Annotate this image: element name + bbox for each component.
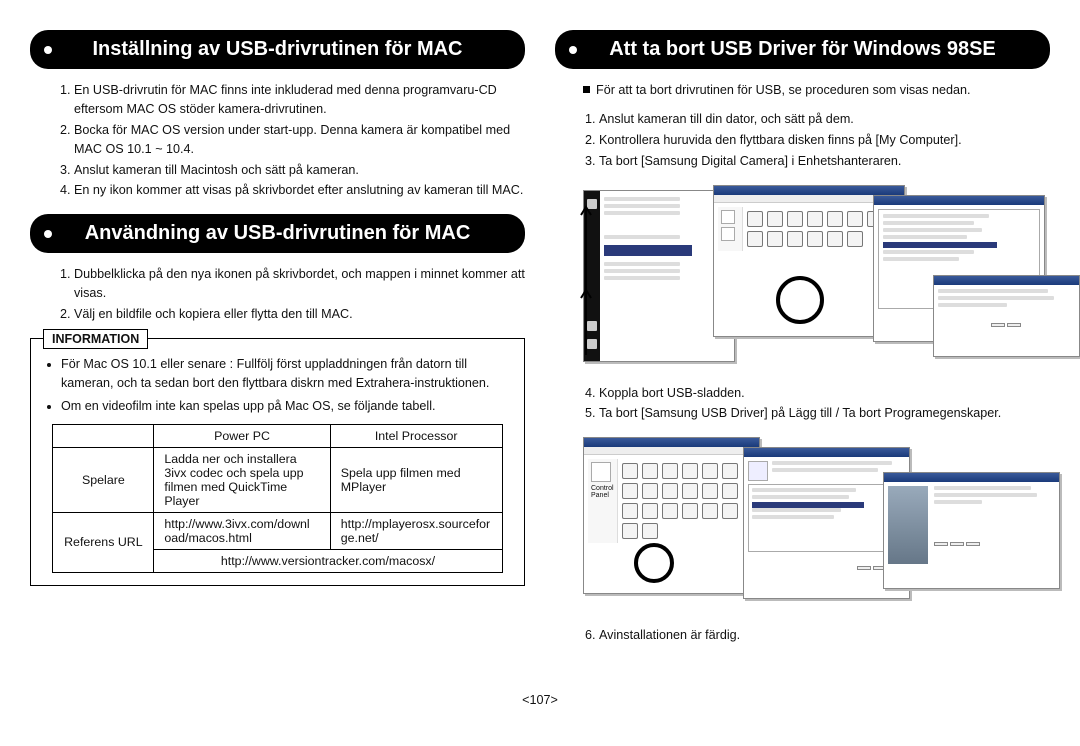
screenshot-group-1 <box>583 185 1050 370</box>
confirm-dialog-window <box>933 275 1080 357</box>
step: Bocka för MAC OS version under start-upp… <box>74 121 525 159</box>
td-url-label: Referens URL <box>53 512 154 572</box>
mac-install-steps: En USB-drivrutin för MAC finns inte inkl… <box>30 81 525 200</box>
th-intel: Intel Processor <box>330 424 502 447</box>
step: Anslut kameran till din dator, och sätt … <box>599 110 1050 129</box>
information-bullets: För Mac OS 10.1 eller senare : Fullfölj … <box>43 355 512 416</box>
win98-steps-a: Anslut kameran till din dator, och sätt … <box>555 110 1050 171</box>
manual-page: Inställning av USB-drivrutinen för MAC E… <box>0 0 1080 689</box>
step: Anslut kameran till Macintosh och sätt p… <box>74 161 525 180</box>
step: Välj en bildfile och kopiera eller flytt… <box>74 305 525 324</box>
step: Ta bort [Samsung USB Driver] på Lägg til… <box>599 404 1050 423</box>
td-intel-player: Spela upp filmen med MPlayer <box>330 447 502 512</box>
win98-steps-c: Avinstallationen är färdig. <box>555 626 1050 645</box>
control-panel-window: ControlPanel <box>583 437 760 594</box>
bullet-square-icon <box>583 86 590 93</box>
highlight-circle-icon <box>634 543 674 583</box>
step: Kontrollera huruvida den flyttbara diske… <box>599 131 1050 150</box>
heading-mac-install: Inställning av USB-drivrutinen för MAC <box>30 30 525 69</box>
step: Koppla bort USB-sladden. <box>599 384 1050 403</box>
uninstall-wizard-window <box>883 472 1060 589</box>
td-url-power: http://www.3ivx.com/downl oad/macos.html <box>154 512 330 549</box>
information-box: INFORMATION För Mac OS 10.1 eller senare… <box>30 338 525 586</box>
win98-intro: För att ta bort drivrutinen för USB, se … <box>583 81 1050 100</box>
step: Avinstallationen är färdig. <box>599 626 1050 645</box>
mac-use-steps: Dubbelklicka på den nya ikonen på skrivb… <box>30 265 525 324</box>
heading-win98: Att ta bort USB Driver för Windows 98SE <box>555 30 1050 69</box>
bullet: För Mac OS 10.1 eller senare : Fullfölj … <box>61 355 512 393</box>
heading-mac-use: Användning av USB-drivrutinen för MAC <box>30 214 525 253</box>
highlight-circle-icon <box>776 276 824 324</box>
td-spelare: Spelare <box>53 447 154 512</box>
step: Dubbelklicka på den nya ikonen på skrivb… <box>74 265 525 303</box>
step: En ny ikon kommer att visas på skrivbord… <box>74 181 525 200</box>
left-column: Inställning av USB-drivrutinen för MAC E… <box>30 30 525 659</box>
right-column: Att ta bort USB Driver för Windows 98SE … <box>555 30 1050 659</box>
bullet: Om en videofilm inte kan spelas upp på M… <box>61 397 512 416</box>
table-cell-empty <box>53 424 154 447</box>
td-url-intel: http://mplayerosx.sourcefor ge.net/ <box>330 512 502 549</box>
page-number: <107> <box>0 693 1080 707</box>
step: En USB-drivrutin för MAC finns inte inkl… <box>74 81 525 119</box>
arrow-icon <box>579 285 593 355</box>
step: Ta bort [Samsung Digital Camera] i Enhet… <box>599 152 1050 171</box>
information-title: INFORMATION <box>43 329 148 349</box>
codec-table: Power PC Intel Processor Spelare Ladda n… <box>52 424 502 573</box>
win98-steps-b: Koppla bort USB-sladden. Ta bort [Samsun… <box>555 384 1050 424</box>
win98-intro-text: För att ta bort drivrutinen för USB, se … <box>596 83 971 97</box>
screenshot-group-2: ControlPanel <box>583 437 1050 612</box>
th-powerpc: Power PC <box>154 424 330 447</box>
td-url-span: http://www.versiontracker.com/macosx/ <box>154 549 502 572</box>
td-powerpc-player: Ladda ner och installera 3ivx codec och … <box>154 447 330 512</box>
